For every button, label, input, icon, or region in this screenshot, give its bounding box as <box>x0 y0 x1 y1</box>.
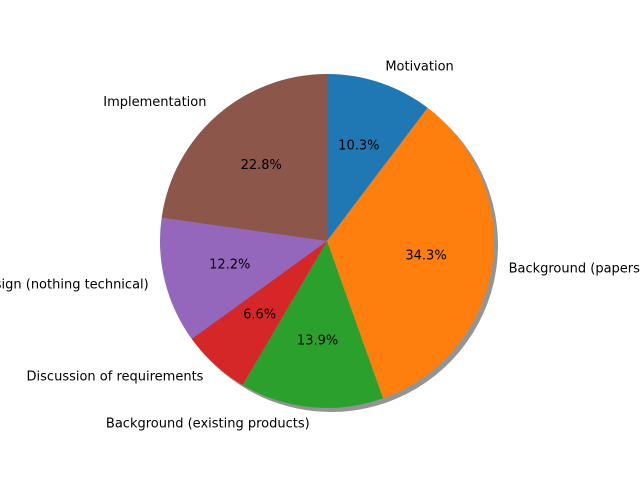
slice-design-nothing-technical <box>160 217 327 339</box>
slice-label-background-papers: Background (papers) <box>509 261 640 276</box>
percent-labels: 10.3% 34.3% 13.9% 6.6% 12.2% 22.8% <box>209 138 447 348</box>
slice-label-discussion-of-requirements: Discussion of requirements <box>27 369 204 384</box>
pie-slices <box>160 74 495 409</box>
pct-label-discussion-of-requirements: 6.6% <box>243 308 276 323</box>
pct-label-background-existing-products: 13.9% <box>297 333 338 348</box>
slice-motivation <box>327 74 428 241</box>
slice-label-motivation: Motivation <box>385 59 453 74</box>
slice-background-existing-products <box>242 241 384 409</box>
slice-implementation <box>161 74 327 241</box>
slice-discussion-of-requirements <box>191 241 327 386</box>
slice-background-papers <box>327 107 495 399</box>
pct-label-design-nothing-technical: 12.2% <box>209 258 250 273</box>
slice-label-design-nothing-technical: Design (nothing technical) <box>0 278 149 293</box>
pct-label-motivation: 10.3% <box>338 138 379 153</box>
pct-label-implementation: 22.8% <box>241 158 282 173</box>
slice-label-implementation: Implementation <box>103 95 206 110</box>
pct-label-background-papers: 34.3% <box>405 249 446 264</box>
slice-label-background-existing-products: Background (existing products) <box>106 416 310 431</box>
slice-labels: Motivation Background (papers) Background … <box>0 59 640 431</box>
